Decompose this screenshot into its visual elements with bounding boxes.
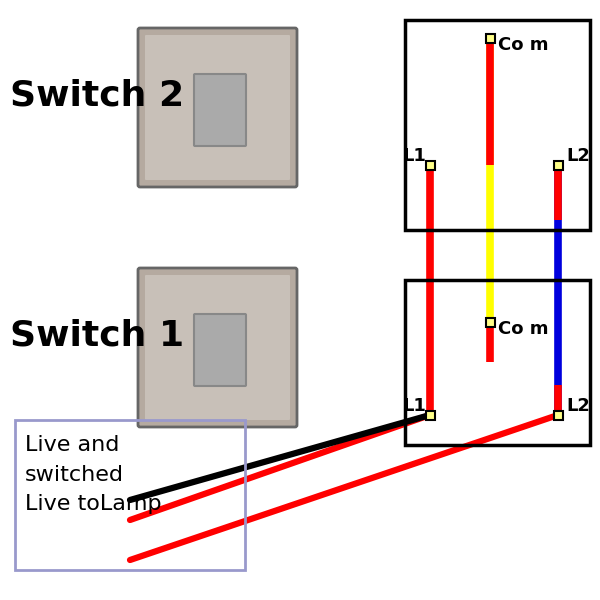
Text: L2: L2	[566, 397, 590, 415]
Text: Switch 1: Switch 1	[10, 318, 184, 352]
Text: L1: L1	[402, 147, 426, 165]
Text: L1: L1	[402, 397, 426, 415]
Text: Live and
switched
Live toLamp: Live and switched Live toLamp	[25, 435, 161, 514]
Bar	[485, 34, 494, 43]
Bar	[405, 20, 590, 230]
FancyBboxPatch shape	[138, 268, 297, 427]
Text: Co m: Co m	[498, 36, 548, 54]
FancyBboxPatch shape	[145, 35, 290, 180]
Bar	[405, 280, 590, 445]
Bar	[15, 420, 245, 570]
FancyBboxPatch shape	[145, 275, 290, 420]
Bar	[554, 410, 563, 419]
Bar	[425, 410, 434, 419]
Text: Switch 2: Switch 2	[10, 78, 184, 112]
Bar	[554, 160, 563, 169]
Bar	[425, 160, 434, 169]
Text: L2: L2	[566, 147, 590, 165]
Bar	[485, 317, 494, 326]
FancyBboxPatch shape	[194, 314, 246, 386]
FancyBboxPatch shape	[194, 74, 246, 146]
Text: Co m: Co m	[498, 320, 548, 338]
FancyBboxPatch shape	[138, 28, 297, 187]
